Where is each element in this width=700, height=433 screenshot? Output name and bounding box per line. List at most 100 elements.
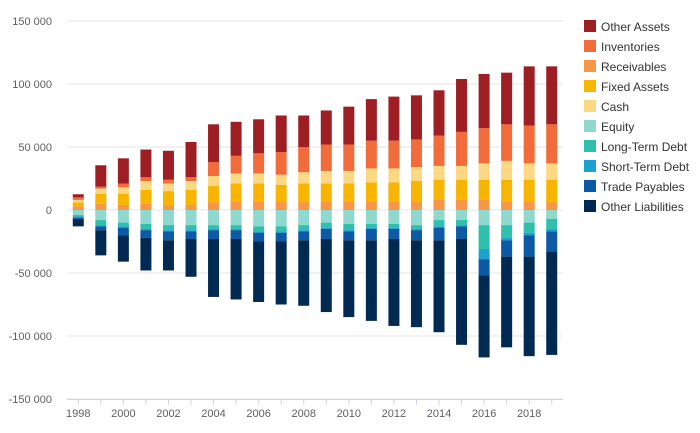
bar-segment (478, 210, 490, 226)
bar-segment (162, 179, 174, 184)
bar-segment (523, 125, 535, 164)
bar-segment (478, 199, 490, 210)
bar-segment (433, 226, 445, 228)
bar-segment (95, 188, 107, 194)
bar-segment (275, 232, 287, 242)
bar-segment (95, 186, 107, 189)
bar-segment (140, 210, 152, 224)
x-tick-label: 2012 (382, 408, 406, 420)
legend-item[interactable]: Cash (584, 100, 629, 114)
bar-segment (433, 179, 445, 200)
legend-item[interactable]: Other Liabilities (584, 200, 684, 214)
bar-segment (501, 210, 513, 226)
x-tick-label: 1998 (66, 408, 90, 420)
bar-segment (208, 230, 220, 239)
bar-segment (523, 256, 535, 357)
bar-segment (478, 275, 490, 358)
bar-segment (320, 110, 332, 145)
y-tick-label: 50 000 (18, 142, 52, 154)
legend-item[interactable]: Receivables (584, 60, 666, 74)
bar-segment (275, 210, 287, 227)
bar-segment (208, 225, 220, 229)
bar-segment (140, 223, 152, 229)
bar-segment (72, 197, 84, 200)
bar-segment (388, 96, 400, 141)
bar-segment (298, 240, 310, 306)
bar-segment (275, 241, 287, 305)
legend-item[interactable]: Long-Term Debt (584, 140, 688, 154)
bar-segment (320, 228, 332, 239)
bar-segment (140, 237, 152, 271)
bar-segment (140, 177, 152, 182)
bar-segment (185, 141, 197, 178)
legend-item[interactable]: Trade Payables (584, 180, 685, 194)
bar-segment (72, 215, 84, 217)
bar-segment (140, 189, 152, 204)
bar-segment (433, 90, 445, 136)
y-tick-label: -150 000 (9, 394, 52, 406)
bar-segment (456, 179, 468, 200)
bar-segment (410, 210, 422, 226)
bar-segment (230, 201, 242, 210)
bar-segment (410, 95, 422, 140)
bar-segment (523, 66, 535, 126)
bar-segment (433, 227, 445, 241)
legend-swatch (584, 140, 596, 152)
bar-segment (298, 115, 310, 147)
bar-segment (298, 201, 310, 210)
x-tick-label: 2002 (156, 408, 180, 420)
x-tick-label: 2000 (111, 408, 135, 420)
bar-segment (162, 191, 174, 205)
legend-item[interactable]: Other Assets (584, 20, 670, 34)
bar-segment (320, 201, 332, 210)
bar-segment (523, 163, 535, 180)
bar-segment (72, 210, 84, 216)
bar-segment (320, 238, 332, 313)
legend-item[interactable]: Fixed Assets (584, 80, 669, 94)
bar-segment (365, 99, 377, 141)
bar-segment (343, 223, 355, 231)
bar-segment (230, 230, 242, 239)
bar-segment (365, 227, 377, 229)
bar-segment (501, 240, 513, 257)
bar-segment (433, 199, 445, 210)
legend-item[interactable]: Equity (584, 120, 634, 134)
bar-segment (523, 235, 535, 257)
bar-segment (478, 73, 490, 129)
bar-segment (501, 237, 513, 241)
bar-segment (162, 210, 174, 226)
bar-segment (162, 183, 174, 192)
bar-segment (546, 218, 558, 229)
bar-segment (298, 147, 310, 173)
bar-segment (343, 210, 355, 224)
bar-segment (478, 225, 490, 250)
bar-segment (117, 226, 129, 228)
bar-segment (501, 124, 513, 161)
bar-segment (140, 228, 152, 231)
y-tick-label: 100 000 (12, 79, 52, 91)
bar-segment (230, 155, 242, 174)
bar-segment (546, 210, 558, 219)
bar-segment (433, 165, 445, 180)
legend-item[interactable]: Short-Term Debt (584, 160, 690, 174)
bar-segment (117, 227, 129, 236)
bar-segment (501, 201, 513, 210)
bar-segment (72, 217, 84, 219)
bar-segment (546, 163, 558, 180)
x-tick-label: 2004 (201, 408, 225, 420)
bar-segment (95, 203, 107, 210)
legend-item[interactable]: Inventories (584, 40, 660, 54)
bar-segment (523, 201, 535, 210)
bar-segment (140, 149, 152, 178)
bar-segment (298, 231, 310, 241)
bar-segment (433, 135, 445, 166)
x-tick-label: 2010 (337, 408, 361, 420)
bar-segment (208, 186, 220, 203)
bar-segment (72, 202, 84, 207)
bar-segment (456, 131, 468, 166)
y-tick-label: -50 000 (15, 268, 52, 280)
bar-segment (185, 225, 197, 231)
bar-segment (253, 210, 265, 227)
bar-segment (456, 210, 468, 221)
